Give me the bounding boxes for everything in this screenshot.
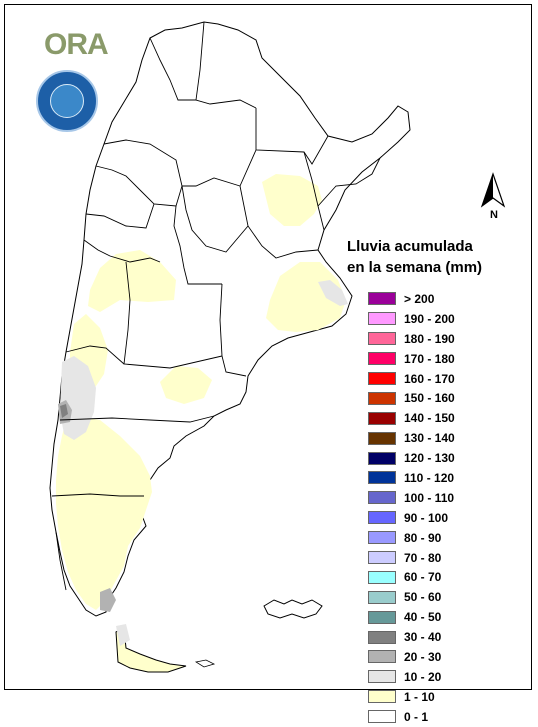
malvinas-islands — [263, 599, 323, 619]
legend-label: 10 - 20 — [404, 669, 442, 684]
legend-swatch — [368, 292, 396, 306]
legend-item: 0 - 1 — [368, 707, 455, 727]
legend-label: 170 - 180 — [404, 351, 455, 366]
legend-label: 120 - 130 — [404, 451, 455, 466]
legend-label: 70 - 80 — [404, 550, 442, 565]
legend-title-line1: Lluvia acumulada — [347, 238, 473, 255]
legend-label: 130 - 140 — [404, 431, 455, 446]
legend-item: 130 - 140 — [368, 428, 455, 448]
legend: > 200 190 - 200 180 - 190 170 - 180 160 - 17… — [368, 289, 455, 727]
legend-item: 160 - 170 — [368, 369, 455, 389]
legend-swatch — [368, 570, 396, 584]
legend-swatch — [368, 431, 396, 445]
legend-label: 40 - 50 — [404, 610, 442, 625]
legend-swatch — [368, 670, 396, 684]
legend-swatch — [368, 610, 396, 624]
legend-swatch — [368, 531, 396, 545]
legend-item: 110 - 120 — [368, 468, 455, 488]
legend-item: 20 - 30 — [368, 647, 455, 667]
north-arrow-icon — [480, 172, 506, 208]
legend-item: 30 - 40 — [368, 627, 455, 647]
legend-swatch — [368, 411, 396, 425]
legend-label: 150 - 160 — [404, 391, 455, 406]
seal-inner-emblem — [50, 84, 84, 118]
legend-item: 10 - 20 — [368, 667, 455, 687]
legend-item: 140 - 150 — [368, 408, 455, 428]
legend-label: 30 - 40 — [404, 630, 442, 645]
legend-item: 1 - 10 — [368, 687, 455, 707]
legend-item: 190 - 200 — [368, 309, 455, 329]
legend-label: > 200 — [404, 291, 435, 306]
legend-label: 80 - 90 — [404, 530, 442, 545]
legend-label: 1 - 10 — [404, 689, 435, 704]
legend-label: 20 - 30 — [404, 649, 442, 664]
smn-seal-logo — [36, 70, 98, 132]
legend-title: Lluvia acumulada en la semana (mm) — [347, 236, 517, 278]
legend-swatch — [368, 630, 396, 644]
legend-item: 90 - 100 — [368, 508, 455, 528]
north-label: N — [490, 209, 498, 221]
legend-item: 180 - 190 — [368, 329, 455, 349]
legend-swatch — [368, 451, 396, 465]
legend-swatch — [368, 511, 396, 525]
legend-swatch — [368, 551, 396, 565]
legend-label: 190 - 200 — [404, 311, 455, 326]
ora-logo: ORA — [44, 28, 109, 61]
small-island — [194, 659, 216, 668]
legend-label: 90 - 100 — [404, 510, 449, 525]
legend-swatch — [368, 690, 396, 704]
legend-item: 100 - 110 — [368, 488, 455, 508]
legend-label: 60 - 70 — [404, 570, 442, 585]
legend-label: 140 - 150 — [404, 411, 455, 426]
legend-item: 80 - 90 — [368, 528, 455, 548]
legend-item: > 200 — [368, 289, 455, 309]
legend-item: 170 - 180 — [368, 349, 455, 369]
legend-label: 180 - 190 — [404, 331, 455, 346]
legend-swatch — [368, 332, 396, 346]
legend-item: 60 - 70 — [368, 567, 455, 587]
legend-item: 70 - 80 — [368, 548, 455, 568]
rainfall-shading — [56, 174, 348, 646]
legend-swatch — [368, 590, 396, 604]
legend-item: 50 - 60 — [368, 587, 455, 607]
argentina-map — [49, 21, 411, 673]
legend-swatch — [368, 312, 396, 326]
province-borders — [51, 21, 381, 591]
legend-swatch — [368, 491, 396, 505]
legend-label: 50 - 60 — [404, 590, 442, 605]
legend-swatch — [368, 372, 396, 385]
legend-swatch — [368, 352, 396, 366]
legend-swatch — [368, 710, 396, 724]
legend-item: 40 - 50 — [368, 607, 455, 627]
legend-label: 0 - 1 — [404, 709, 429, 724]
legend-swatch — [368, 391, 396, 405]
legend-item: 150 - 160 — [368, 388, 455, 408]
legend-swatch — [368, 650, 396, 664]
legend-label: 110 - 120 — [404, 470, 455, 485]
legend-label: 160 - 170 — [404, 371, 455, 386]
legend-swatch — [368, 471, 396, 485]
legend-title-line2: en la semana (mm) — [347, 259, 483, 276]
legend-label: 100 - 110 — [404, 490, 455, 505]
legend-item: 120 - 130 — [368, 448, 455, 468]
tierra-del-fuego — [115, 627, 187, 673]
